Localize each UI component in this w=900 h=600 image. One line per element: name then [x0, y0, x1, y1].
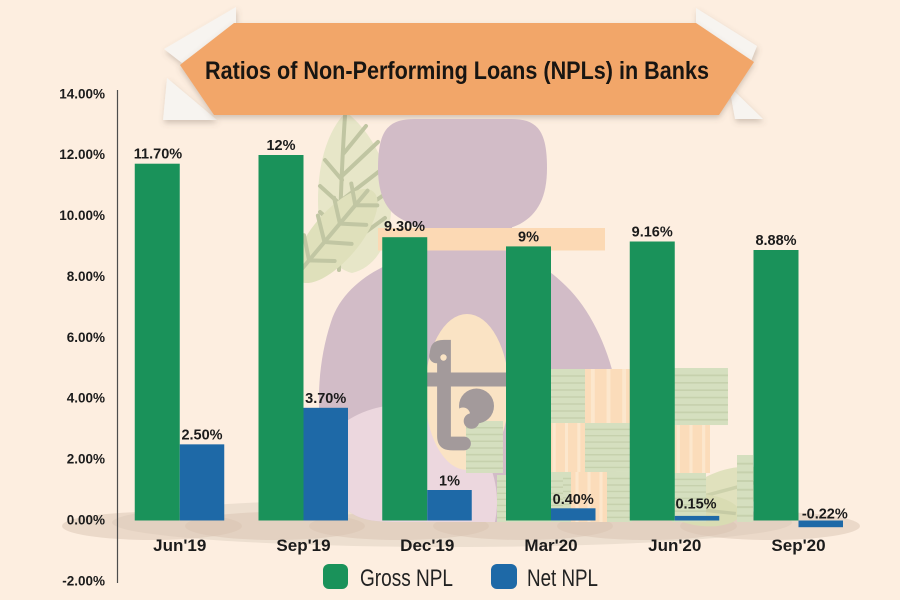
- svg-text:0.40%: 0.40%: [553, 492, 594, 508]
- svg-text:9.30%: 9.30%: [384, 219, 425, 235]
- svg-text:-0.22%: -0.22%: [802, 507, 848, 523]
- svg-text:Mar'20: Mar'20: [524, 536, 577, 555]
- svg-text:12%: 12%: [266, 138, 295, 154]
- svg-text:Jun'20: Jun'20: [648, 536, 701, 555]
- svg-text:2.50%: 2.50%: [181, 427, 222, 443]
- svg-text:9%: 9%: [518, 229, 539, 245]
- svg-text:Net NPL: Net NPL: [527, 565, 598, 592]
- svg-text:8.88%: 8.88%: [755, 233, 796, 249]
- svg-text:12.00%: 12.00%: [59, 147, 105, 162]
- svg-text:8.00%: 8.00%: [67, 269, 105, 284]
- svg-text:0.15%: 0.15%: [675, 497, 716, 513]
- svg-text:Ratios of Non-Performing Loans: Ratios of Non-Performing Loans (NPLs) in…: [205, 57, 709, 85]
- svg-text:6.00%: 6.00%: [67, 330, 105, 345]
- svg-text:10.00%: 10.00%: [59, 208, 105, 223]
- svg-text:Dec'19: Dec'19: [400, 536, 454, 555]
- svg-text:11.70%: 11.70%: [134, 147, 182, 163]
- svg-text:3.70%: 3.70%: [305, 391, 346, 407]
- svg-text:9.16%: 9.16%: [632, 225, 673, 241]
- svg-text:Gross NPL: Gross NPL: [360, 565, 453, 592]
- svg-text:4.00%: 4.00%: [67, 391, 105, 406]
- svg-text:-2.00%: -2.00%: [62, 573, 105, 588]
- svg-text:1%: 1%: [439, 474, 460, 490]
- svg-text:Sep'20: Sep'20: [771, 536, 825, 555]
- svg-text:Jun'19: Jun'19: [153, 536, 206, 555]
- svg-text:14.00%: 14.00%: [59, 86, 105, 101]
- svg-text:2.00%: 2.00%: [67, 452, 105, 467]
- svg-text:Sep'19: Sep'19: [276, 536, 330, 555]
- svg-text:0.00%: 0.00%: [67, 513, 105, 528]
